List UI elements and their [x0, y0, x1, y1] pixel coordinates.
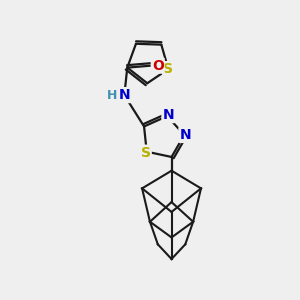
Text: S: S	[163, 62, 173, 76]
Text: O: O	[152, 59, 164, 73]
Text: N: N	[179, 128, 191, 142]
Text: N: N	[162, 108, 174, 122]
Text: N: N	[118, 88, 130, 102]
Text: H: H	[106, 88, 117, 102]
Text: S: S	[141, 146, 151, 160]
